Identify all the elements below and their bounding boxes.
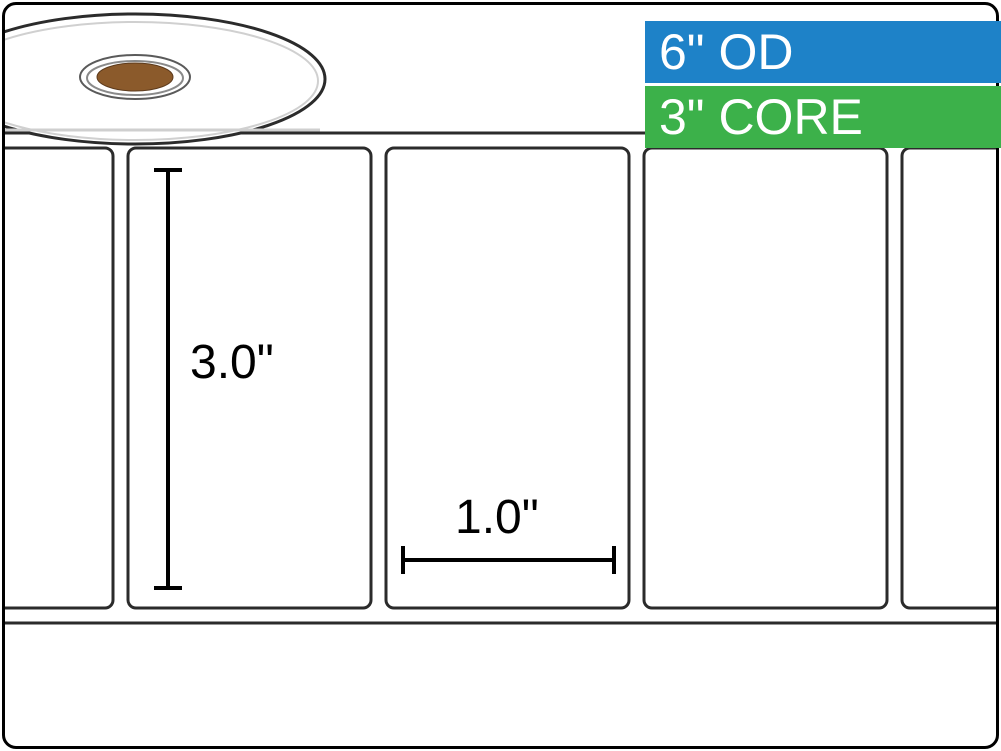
- label-width-dimension: 1.0": [455, 490, 539, 545]
- outer-diameter-text: 6" OD: [659, 23, 793, 81]
- core-diameter-text: 3" CORE: [659, 88, 863, 146]
- outer-diameter-badge: 6" OD: [645, 21, 1001, 83]
- core-diameter-badge: 3" CORE: [645, 86, 1001, 148]
- product-diagram-canvas: 6" OD 3" CORE 3.0" 1.0": [0, 0, 1001, 751]
- label-height-dimension: 3.0": [190, 335, 274, 390]
